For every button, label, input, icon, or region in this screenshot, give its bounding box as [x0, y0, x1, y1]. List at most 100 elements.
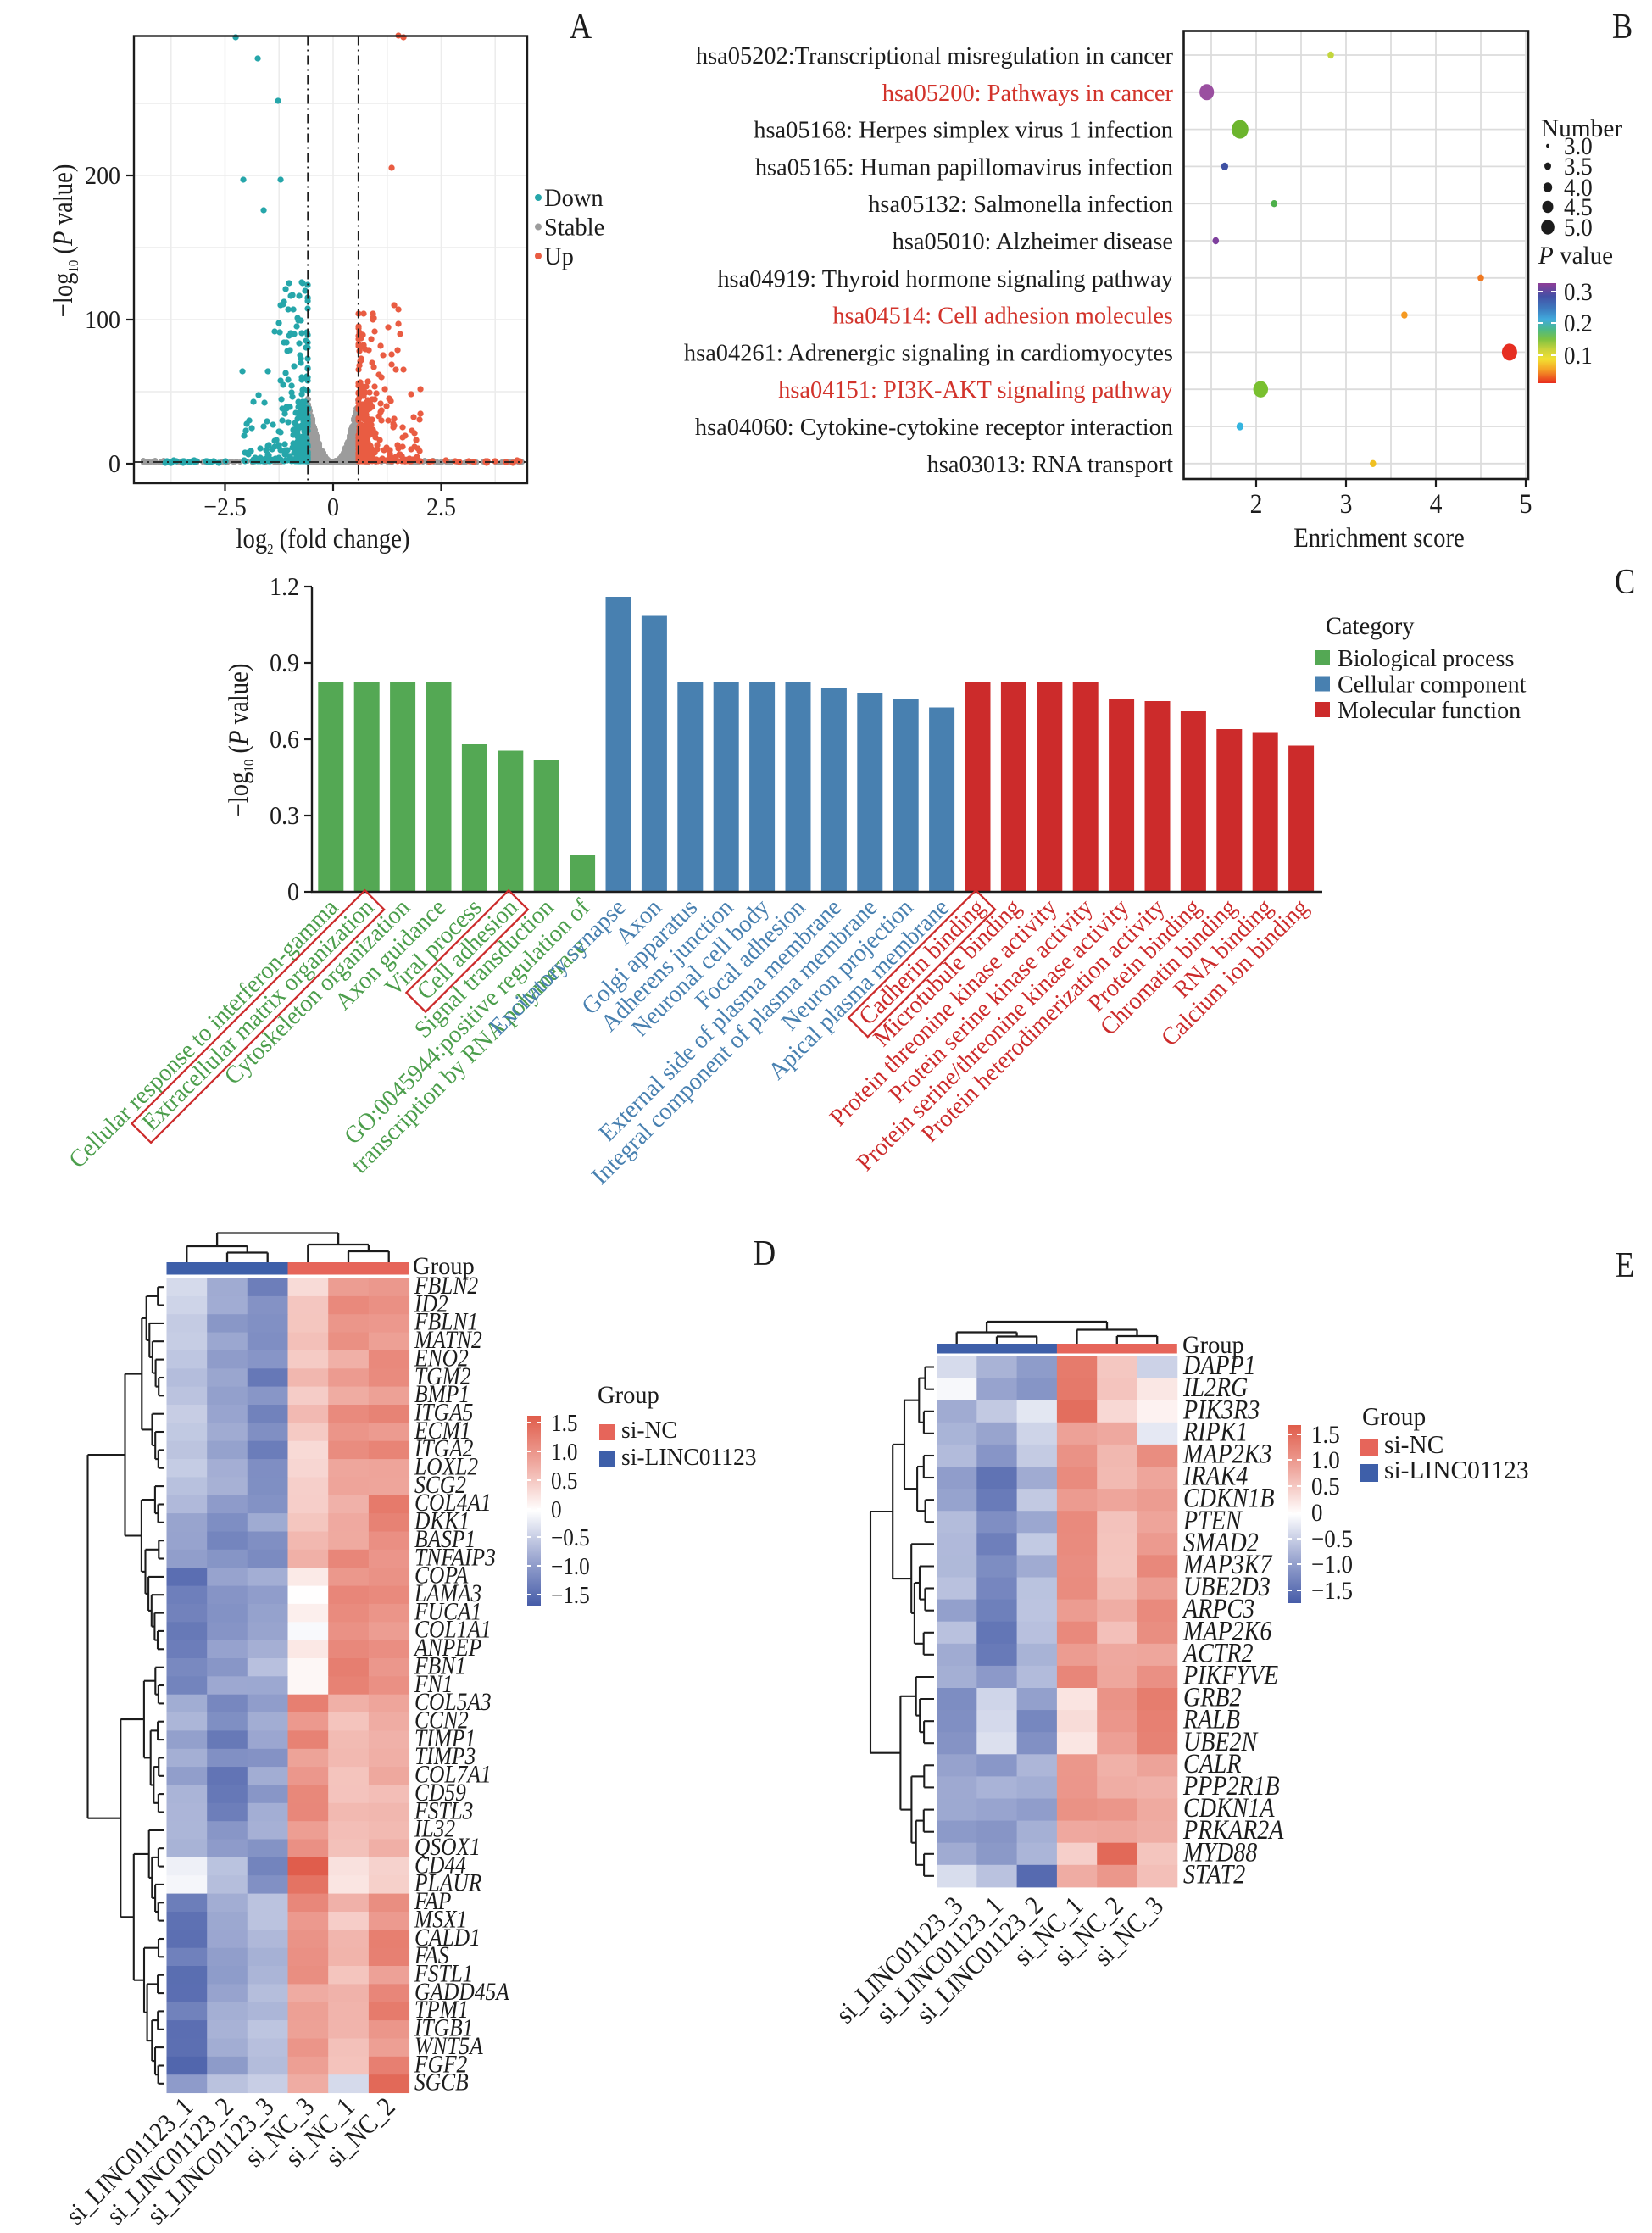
svg-text:CDKN1A: CDKN1A — [1183, 1792, 1275, 1824]
svg-text:hsa04261: Adrenergic signaling: hsa04261: Adrenergic signaling in cardio… — [684, 339, 1173, 366]
svg-text:0.2: 0.2 — [1564, 310, 1593, 338]
svg-text:MATN2: MATN2 — [414, 1326, 482, 1354]
svg-text:MAP3K7: MAP3K7 — [1182, 1549, 1273, 1580]
svg-text:UBE2N: UBE2N — [1183, 1726, 1259, 1757]
svg-text:BASP1: BASP1 — [414, 1525, 476, 1553]
svg-text:1.0: 1.0 — [1311, 1447, 1340, 1475]
svg-text:Group: Group — [1362, 1401, 1426, 1431]
svg-text:4: 4 — [1430, 488, 1443, 520]
svg-text:0.5: 0.5 — [551, 1467, 577, 1495]
svg-text:1.0: 1.0 — [551, 1439, 577, 1466]
svg-text:hsa04514: Cell adhesion molecu: hsa04514: Cell adhesion molecules — [832, 302, 1173, 329]
svg-text:MYD88: MYD88 — [1182, 1836, 1257, 1868]
svg-text:3.0: 3.0 — [1564, 133, 1593, 161]
svg-text:3.5: 3.5 — [1564, 153, 1593, 181]
svg-text:COL5A3: COL5A3 — [414, 1688, 492, 1716]
svg-text:ENO2: ENO2 — [414, 1345, 469, 1373]
svg-text:UBE2D3: UBE2D3 — [1183, 1571, 1271, 1602]
svg-text:CALD1: CALD1 — [414, 1924, 481, 1952]
svg-text:Biological process: Biological process — [1338, 646, 1514, 672]
svg-text:hsa04060: Cytokine-cytokine re: hsa04060: Cytokine-cytokine receptor int… — [695, 414, 1173, 441]
svg-text:SCG2: SCG2 — [414, 1471, 466, 1499]
svg-text:ECM1: ECM1 — [414, 1417, 470, 1445]
svg-text:−1.0: −1.0 — [551, 1553, 590, 1580]
svg-text:FAP: FAP — [414, 1887, 451, 1915]
svg-text:−2.5: −2.5 — [203, 493, 247, 522]
svg-text:Number: Number — [1541, 115, 1622, 142]
svg-text:0.3: 0.3 — [1564, 279, 1593, 307]
svg-text:PIK3R3: PIK3R3 — [1182, 1394, 1260, 1425]
svg-text:hsa05132: Salmonella infection: hsa05132: Salmonella infection — [868, 191, 1173, 218]
svg-text:0: 0 — [551, 1496, 562, 1523]
svg-text:ITGA5: ITGA5 — [414, 1399, 473, 1427]
svg-text:si-LINC01123: si-LINC01123 — [1384, 1455, 1529, 1484]
svg-text:E: E — [1616, 1245, 1634, 1285]
svg-text:ITGB1: ITGB1 — [414, 2014, 473, 2042]
svg-text:1.5: 1.5 — [1311, 1422, 1340, 1450]
svg-text:COL7A1: COL7A1 — [414, 1761, 492, 1789]
svg-text:hsa04151: PI3K-AKT signaling p: hsa04151: PI3K-AKT signaling pathway — [778, 376, 1173, 404]
svg-text:RALB: RALB — [1182, 1704, 1240, 1735]
svg-text:4.0: 4.0 — [1564, 175, 1593, 203]
svg-text:hsa04919: Thyroid hormone sign: hsa04919: Thyroid hormone signaling path… — [717, 265, 1173, 292]
svg-text:TGM2: TGM2 — [414, 1362, 471, 1390]
svg-text:hsa03013: RNA transport: hsa03013: RNA transport — [927, 451, 1173, 478]
svg-text:CDKN1B: CDKN1B — [1183, 1483, 1275, 1514]
svg-text:PIKFYVE: PIKFYVE — [1182, 1659, 1278, 1690]
svg-text:FSTL1: FSTL1 — [414, 1960, 473, 1988]
svg-text:SGCB: SGCB — [414, 2069, 469, 2097]
svg-text:0.9: 0.9 — [270, 649, 299, 678]
svg-text:Cellular component: Cellular component — [1338, 671, 1527, 698]
svg-text:CALR: CALR — [1183, 1748, 1242, 1779]
svg-text:PTEN: PTEN — [1182, 1505, 1243, 1536]
svg-text:ANPEP: ANPEP — [413, 1634, 481, 1662]
svg-text:TIMP1: TIMP1 — [414, 1724, 476, 1752]
svg-text:3: 3 — [1340, 488, 1353, 520]
svg-text:Group: Group — [1182, 1331, 1244, 1359]
svg-text:IL32: IL32 — [414, 1815, 455, 1843]
svg-text:FN1: FN1 — [414, 1670, 453, 1698]
svg-text:hsa05202:Transcriptional misre: hsa05202:Transcriptional misregulation i… — [696, 42, 1174, 70]
svg-text:Up: Up — [544, 242, 574, 270]
svg-text:Molecular function: Molecular function — [1338, 698, 1521, 724]
svg-text:MAP2K3: MAP2K3 — [1182, 1438, 1271, 1469]
svg-text:−0.5: −0.5 — [551, 1524, 590, 1551]
svg-text:CD59: CD59 — [414, 1779, 466, 1807]
svg-text:SMAD2: SMAD2 — [1183, 1527, 1259, 1558]
svg-text:DAPP1: DAPP1 — [1182, 1350, 1256, 1381]
svg-text:−1.5: −1.5 — [551, 1582, 590, 1609]
svg-text:BMP1: BMP1 — [414, 1380, 470, 1408]
svg-text:ID2: ID2 — [414, 1289, 448, 1317]
svg-text:0.3: 0.3 — [270, 802, 299, 831]
svg-text:PLAUR: PLAUR — [414, 1869, 481, 1897]
svg-text:GADD45A: GADD45A — [414, 1978, 510, 2006]
svg-text:ITGA2: ITGA2 — [414, 1434, 473, 1462]
svg-text:RIPK1: RIPK1 — [1182, 1416, 1248, 1447]
svg-text:0.5: 0.5 — [1311, 1473, 1340, 1501]
svg-text:−1.0: −1.0 — [1311, 1551, 1353, 1579]
svg-text:B: B — [1612, 7, 1633, 47]
svg-text:FAS: FAS — [414, 1941, 449, 1969]
svg-text:−log10 (P value): −log10 (P value) — [47, 164, 81, 318]
svg-text:TPM1: TPM1 — [414, 1996, 469, 2024]
svg-text:Stable: Stable — [544, 214, 604, 242]
svg-text:FGF2: FGF2 — [414, 2050, 467, 2078]
svg-text:Category: Category — [1326, 612, 1415, 640]
svg-text:PPP2R1B: PPP2R1B — [1182, 1770, 1280, 1801]
svg-text:CCN2: CCN2 — [414, 1707, 469, 1735]
svg-text:DKK1: DKK1 — [414, 1507, 470, 1535]
svg-text:0: 0 — [108, 450, 120, 479]
svg-text:si-NC: si-NC — [621, 1417, 677, 1444]
svg-text:0.6: 0.6 — [270, 726, 299, 755]
svg-text:ARPC3: ARPC3 — [1182, 1593, 1254, 1624]
svg-text:Group: Group — [598, 1381, 659, 1409]
svg-text:IL2RG: IL2RG — [1182, 1372, 1248, 1403]
svg-text:log2 (fold change): log2 (fold change) — [236, 522, 410, 557]
svg-text:FSTL3: FSTL3 — [414, 1796, 473, 1824]
svg-text:200: 200 — [85, 162, 120, 191]
svg-text:COL1A1: COL1A1 — [414, 1616, 492, 1644]
svg-text:1.2: 1.2 — [270, 573, 299, 602]
svg-text:5.0: 5.0 — [1564, 214, 1593, 242]
svg-text:COPA: COPA — [414, 1562, 469, 1590]
svg-text:COL4A1: COL4A1 — [414, 1489, 492, 1517]
